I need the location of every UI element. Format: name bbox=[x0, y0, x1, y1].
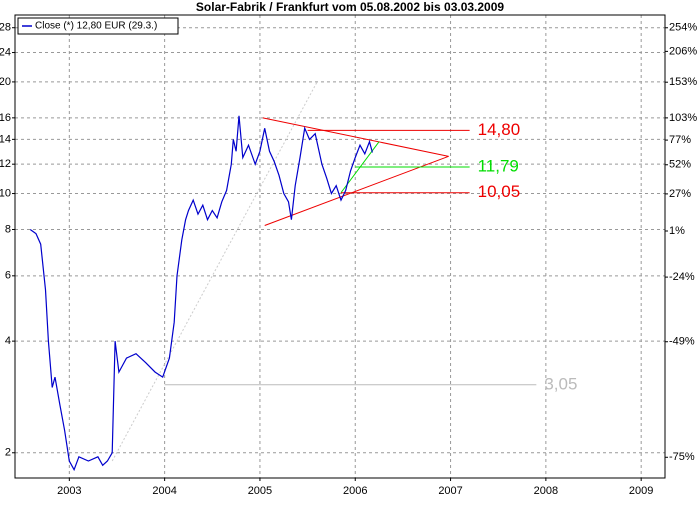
y-tick-label: 24 bbox=[0, 46, 11, 58]
x-tick-label: 2005 bbox=[248, 485, 272, 497]
x-tick-label: 2003 bbox=[57, 485, 81, 497]
level-label: 3,05 bbox=[544, 374, 577, 393]
y-tick-label: 2 bbox=[5, 447, 11, 459]
y2-tick-label: 77% bbox=[669, 134, 691, 146]
price-line bbox=[29, 115, 373, 472]
x-tick-label: 2006 bbox=[343, 485, 367, 497]
y2-tick-label: -75% bbox=[669, 451, 695, 463]
x-tick-label: 2008 bbox=[534, 485, 558, 497]
y-tick-label: 12 bbox=[0, 158, 11, 170]
y2-tick-label: 153% bbox=[669, 76, 697, 88]
y-tick-label: 6 bbox=[5, 270, 11, 282]
level-label: 14,80 bbox=[478, 120, 521, 139]
y-tick-label: 20 bbox=[0, 76, 11, 88]
y2-tick-label: 206% bbox=[669, 45, 697, 57]
y-tick-label: 4 bbox=[5, 335, 11, 347]
trend-line bbox=[264, 155, 449, 226]
x-tick-label: 2004 bbox=[152, 485, 176, 497]
y-tick-label: 8 bbox=[5, 223, 11, 235]
y2-tick-label: -24% bbox=[669, 271, 695, 283]
y-tick-label: 28 bbox=[0, 22, 11, 34]
x-tick-label: 2009 bbox=[629, 485, 653, 497]
chart-title: Solar-Fabrik / Frankfurt vom 05.08.2002 … bbox=[196, 0, 504, 14]
y2-tick-label: 103% bbox=[669, 112, 697, 124]
legend-box bbox=[17, 17, 179, 35]
y2-tick-label: 1% bbox=[669, 225, 685, 237]
y2-tick-label: 52% bbox=[669, 159, 691, 171]
trend-line bbox=[262, 117, 449, 157]
y2-tick-label: 27% bbox=[669, 188, 691, 200]
level-label: 11,79 bbox=[478, 157, 519, 176]
level-label: 10,05 bbox=[478, 182, 521, 201]
y2-tick-label: -49% bbox=[669, 336, 695, 348]
x-tick-label: 2007 bbox=[438, 485, 462, 497]
y-tick-label: 14 bbox=[0, 133, 11, 145]
legend-label: Close (*) 12,80 EUR (29.3.) bbox=[35, 21, 157, 32]
plot-area bbox=[15, 15, 665, 478]
plot-border bbox=[14, 14, 666, 479]
y-tick-label: 16 bbox=[0, 112, 11, 124]
y-tick-label: 10 bbox=[0, 187, 11, 199]
y2-tick-label: 254% bbox=[669, 22, 697, 34]
